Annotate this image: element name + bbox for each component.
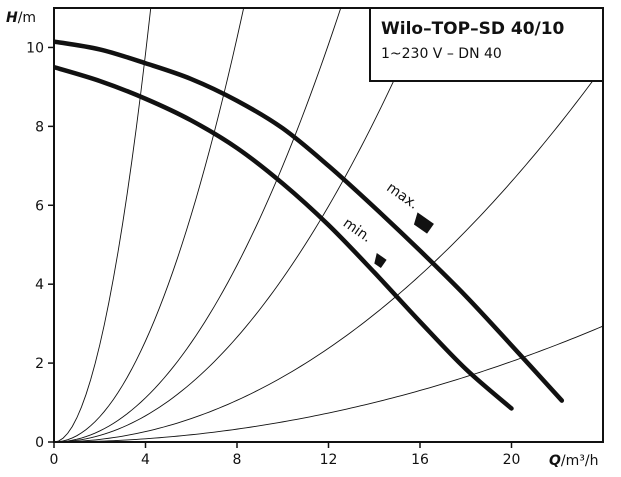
x-axis-ticks: 0 4 8 12 16 20	[50, 442, 521, 468]
curve-marker-min	[374, 252, 387, 269]
curve-label-max: max.	[383, 180, 421, 213]
y-axis-ticks: 0 2 4 6 8 10	[26, 40, 54, 451]
system-curve-3	[54, 8, 342, 442]
x-tick-label-0: 0	[50, 452, 59, 468]
system-curve-6	[54, 325, 603, 442]
y-axis-unit: /m	[18, 10, 36, 26]
y-tick-label-2: 2	[35, 356, 44, 372]
curve-labels-group: max.min.	[340, 180, 434, 269]
y-tick-label-4: 4	[35, 277, 44, 293]
x-tick-label-8: 8	[233, 452, 242, 468]
x-axis-variable: Q	[549, 453, 561, 469]
y-tick-label-0: 0	[35, 435, 44, 451]
title-box	[369, 7, 604, 82]
x-tick-label-4: 4	[141, 452, 150, 468]
y-tick-label-8: 8	[35, 119, 44, 135]
x-tick-label-16: 16	[411, 452, 429, 468]
curve-marker-shape-min	[374, 252, 387, 269]
y-tick-label-6: 6	[35, 198, 44, 214]
pump-curves-group	[54, 39, 565, 411]
y-axis-variable: H	[6, 10, 18, 26]
y-tick-label-10: 10	[26, 40, 44, 56]
chart-subtitle: 1~230 V – DN 40	[381, 46, 502, 62]
x-tick-label-12: 12	[320, 452, 338, 468]
pump-curve-min	[54, 64, 514, 411]
system-curve-1	[54, 8, 152, 442]
x-axis-title: Q/m³/h	[549, 453, 598, 469]
system-curve-5	[54, 66, 603, 442]
x-tick-label-20: 20	[503, 452, 521, 468]
y-axis-title: H/m	[6, 10, 36, 26]
curve-marker-shape-max	[413, 212, 434, 234]
system-curve-2	[54, 8, 245, 442]
curve-marker-max	[413, 212, 434, 234]
system-curves-group	[54, 8, 603, 442]
system-curve-4	[54, 8, 427, 442]
chart-title: Wilo–TOP–SD 40/10	[381, 19, 565, 39]
x-axis-unit: /m³/h	[561, 453, 599, 469]
pump-curve-max	[54, 39, 565, 403]
